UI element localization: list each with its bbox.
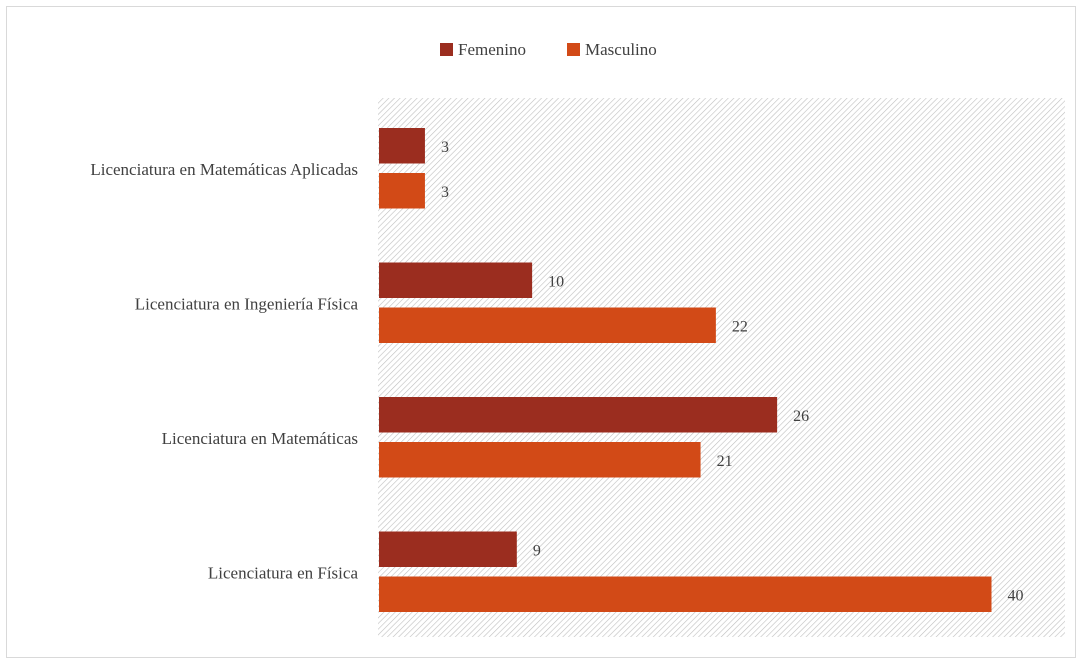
bar-femenino — [379, 531, 517, 567]
category-label: Licenciatura en Matemáticas — [162, 429, 358, 448]
bar-masculino — [379, 442, 701, 478]
bar-femenino — [379, 128, 425, 164]
bar-masculino — [379, 576, 992, 612]
data-label-masculino: 40 — [1008, 587, 1024, 604]
category-label: Licenciatura en Ingeniería Física — [135, 295, 359, 314]
data-label-masculino: 21 — [717, 453, 733, 470]
data-label-femenino: 10 — [548, 273, 564, 290]
legend-swatch-masculino — [567, 43, 580, 56]
legend-label-femenino: Femenino — [458, 40, 526, 59]
legend: Femenino Masculino — [440, 40, 657, 59]
category-label: Licenciatura en Física — [208, 564, 359, 583]
data-label-femenino: 3 — [441, 139, 449, 156]
data-label-femenino: 26 — [793, 408, 809, 425]
data-label-masculino: 22 — [732, 318, 748, 335]
category-labels: Licenciatura en Matemáticas Aplicadas Lic… — [90, 160, 358, 583]
bar-femenino — [379, 262, 533, 298]
legend-label-masculino: Masculino — [585, 40, 657, 59]
bar-masculino — [379, 173, 425, 209]
bar-femenino — [379, 397, 778, 433]
data-label-femenino: 9 — [533, 542, 541, 559]
bars-group — [379, 128, 992, 612]
legend-swatch-femenino — [440, 43, 453, 56]
bar-masculino — [379, 307, 716, 343]
data-labels: 3 3 10 22 26 21 9 40 — [441, 139, 1024, 605]
category-label: Licenciatura en Matemáticas Aplicadas — [90, 160, 358, 179]
data-label-masculino: 3 — [441, 184, 449, 201]
